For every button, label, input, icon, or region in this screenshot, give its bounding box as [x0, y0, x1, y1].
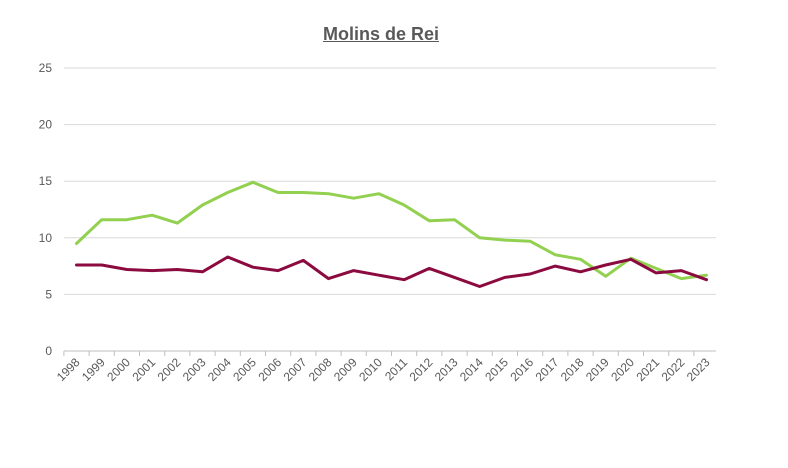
series-2-point: [377, 274, 380, 277]
series-2-point: [302, 259, 305, 262]
x-tick-label: 1998: [54, 355, 83, 384]
x-tick-label: 2016: [507, 355, 536, 384]
x-tick-label: 1999: [79, 355, 108, 384]
x-tick-label: 2021: [633, 355, 662, 384]
x-tick-label: 2012: [407, 355, 436, 384]
series-1-point: [554, 253, 557, 256]
series-1-point: [604, 275, 607, 278]
series-2-point: [655, 271, 658, 274]
series-1-point: [579, 258, 582, 261]
x-tick-label: 2022: [659, 355, 688, 384]
x-tick-label: 2014: [457, 355, 486, 384]
series-2-point: [579, 270, 582, 273]
x-tick-label: 2013: [432, 355, 461, 384]
series-2-point: [453, 276, 456, 279]
series-1-point: [705, 274, 708, 277]
y-tick-label: 0: [45, 344, 52, 358]
y-tick-label: 25: [39, 61, 53, 75]
series-line-2: [75, 255, 708, 288]
x-tick-label: 2019: [583, 355, 612, 384]
x-tick-label: 2000: [104, 355, 133, 384]
series-2-point: [125, 268, 128, 271]
x-tick-label: 2007: [281, 355, 310, 384]
series-1-point: [478, 236, 481, 239]
x-tick-label: 2002: [155, 355, 184, 384]
series-2-point: [327, 277, 330, 280]
series-2-point: [478, 285, 481, 288]
series-1-point: [151, 214, 154, 217]
series-1-point: [428, 219, 431, 222]
series-2-point: [75, 263, 78, 266]
series-line-1: [75, 180, 708, 281]
series-1-point: [377, 192, 380, 195]
y-tick-label: 20: [39, 118, 53, 132]
x-tick-label: 2004: [205, 355, 234, 384]
series-1-point: [75, 242, 78, 245]
x-tick-label: 2006: [255, 355, 284, 384]
series-2-point: [604, 263, 607, 266]
series-1-point: [655, 267, 658, 270]
series-2-point: [352, 269, 355, 272]
x-tick-label: 2001: [129, 355, 158, 384]
series-2-point: [277, 269, 280, 272]
series-1-point: [302, 191, 305, 194]
series-1-point: [327, 192, 330, 195]
series-2-point: [629, 258, 632, 261]
x-tick-label: 2010: [356, 355, 385, 384]
series-1-point: [100, 218, 103, 221]
series-2-point: [251, 266, 254, 269]
series-1-point: [529, 240, 532, 243]
y-tick-label: 5: [45, 287, 52, 301]
x-tick-label: 2008: [306, 355, 335, 384]
axes: 0510152025199819992000200120022003200420…: [39, 61, 713, 384]
chart-title: Molins de Rei: [322, 24, 439, 44]
series-2-point: [428, 267, 431, 270]
series-1-point: [453, 218, 456, 221]
series-1-point: [201, 203, 204, 206]
series-1-point: [125, 218, 128, 221]
series-lines: [75, 180, 708, 288]
series-2-point: [680, 269, 683, 272]
series-2-point: [100, 263, 103, 266]
series-2-point: [226, 256, 229, 259]
series-2-point: [176, 268, 179, 271]
x-tick-label: 2015: [482, 355, 511, 384]
series-2-point: [403, 278, 406, 281]
series-2-point: [201, 270, 204, 273]
series-1-point: [403, 203, 406, 206]
series-1-point: [176, 222, 179, 225]
series-2-point: [705, 278, 708, 281]
series-1-point: [277, 191, 280, 194]
series-1-point: [251, 181, 254, 184]
x-tick-label: 2011: [382, 355, 410, 383]
x-tick-label: 2018: [558, 355, 587, 384]
x-tick-label: 2003: [180, 355, 209, 384]
series-2-point: [529, 273, 532, 276]
x-tick-label: 2023: [684, 355, 713, 384]
series-2-point: [503, 276, 506, 279]
series-2-point: [151, 269, 154, 272]
x-tick-label: 2017: [533, 355, 562, 384]
x-tick-label: 2009: [331, 355, 360, 384]
series-1-point: [226, 191, 229, 194]
series-1-point: [680, 277, 683, 280]
y-tick-label: 15: [39, 174, 53, 188]
y-tick-label: 10: [39, 231, 53, 245]
x-tick-label: 2005: [230, 355, 259, 384]
x-tick-label: 2020: [608, 355, 637, 384]
series-2-point: [554, 265, 557, 268]
series-1-point: [352, 197, 355, 200]
gridlines: [64, 67, 716, 352]
series-1-point: [503, 239, 506, 242]
